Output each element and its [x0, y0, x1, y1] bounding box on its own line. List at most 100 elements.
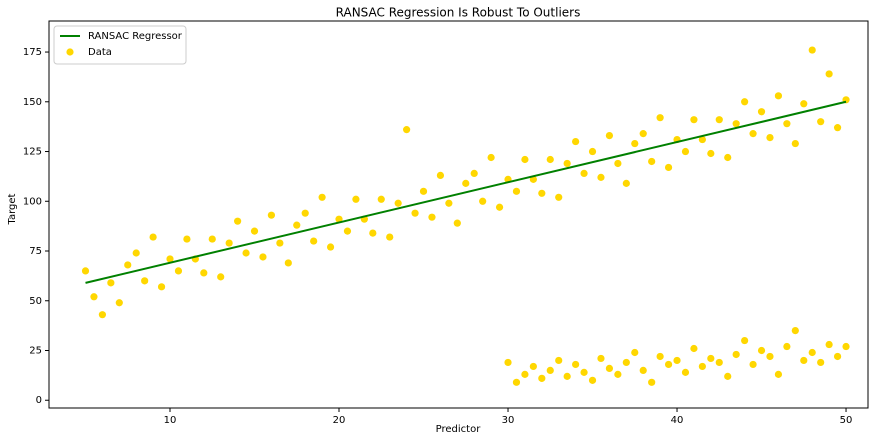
data-point — [774, 92, 783, 100]
data-point — [495, 203, 504, 211]
data-point — [487, 153, 495, 162]
data-point — [318, 193, 326, 201]
data-point — [149, 233, 157, 241]
data-point — [690, 116, 698, 124]
data-point — [800, 356, 808, 365]
data-point — [707, 149, 715, 158]
data-point — [614, 370, 622, 378]
data-point — [833, 124, 842, 132]
data-point — [462, 179, 470, 187]
data-point — [115, 299, 123, 307]
data-point — [757, 108, 766, 116]
legend-swatch — [66, 48, 74, 56]
data-point — [141, 277, 149, 285]
y-tick-label: 25 — [29, 345, 42, 356]
data-point — [428, 213, 436, 221]
y-tick-label: 175 — [23, 47, 42, 58]
data-point — [605, 132, 614, 140]
x-tick-label: 30 — [502, 415, 515, 426]
data-point — [825, 340, 833, 349]
plot-frame — [48, 20, 869, 409]
data-point — [648, 157, 656, 166]
data-point — [588, 147, 597, 156]
data-point — [732, 120, 740, 128]
x-axis-label: Predictor — [436, 424, 482, 435]
data-point — [597, 173, 605, 181]
data-point — [766, 133, 774, 142]
y-tick-label: 100 — [23, 196, 42, 207]
data-point — [352, 195, 360, 203]
y-tick-label: 50 — [29, 296, 42, 307]
data-point — [724, 372, 732, 380]
data-point — [453, 219, 461, 227]
data-point — [284, 259, 292, 267]
data-point — [445, 199, 453, 207]
data-point — [817, 358, 825, 367]
data-point — [783, 342, 791, 351]
data-point — [166, 255, 174, 263]
data-point — [411, 209, 419, 217]
data-point — [605, 364, 614, 373]
data-point — [664, 360, 673, 369]
data-point — [741, 98, 749, 106]
y-tick-label: 75 — [29, 246, 42, 257]
data-point — [538, 189, 546, 197]
data-point — [724, 153, 732, 162]
data-point — [614, 159, 622, 168]
data-point — [555, 356, 563, 365]
data-point — [546, 366, 554, 374]
data-point — [521, 155, 529, 164]
x-tick-label: 50 — [840, 415, 853, 426]
data-point — [707, 354, 715, 363]
x-tick-label: 20 — [333, 415, 346, 426]
data-point — [301, 209, 309, 217]
data-point — [698, 135, 706, 144]
data-point — [386, 233, 394, 241]
data-point — [521, 370, 529, 378]
data-point — [563, 372, 571, 380]
data-point — [749, 360, 757, 369]
data-point — [580, 169, 588, 178]
data-point — [774, 370, 783, 378]
data-point — [833, 352, 842, 361]
data-point — [639, 366, 647, 374]
data-point — [681, 147, 690, 156]
data-point — [555, 193, 563, 201]
data-point — [800, 100, 808, 108]
data-point — [656, 352, 664, 361]
data-point — [538, 374, 546, 382]
data-point — [250, 227, 259, 235]
data-point — [681, 368, 690, 376]
data-point — [732, 350, 740, 359]
data-point — [310, 237, 318, 245]
data-point — [208, 235, 216, 243]
legend-label: RANSAC Regressor — [88, 31, 183, 42]
data-point — [766, 352, 774, 361]
data-point — [817, 118, 825, 126]
data-point — [842, 342, 850, 351]
data-point — [81, 267, 90, 275]
data-point — [563, 159, 571, 168]
data-point — [479, 197, 487, 205]
data-point — [631, 348, 639, 357]
data-point — [741, 336, 749, 345]
data-point — [470, 169, 478, 178]
data-point — [791, 327, 799, 335]
data-point — [588, 376, 597, 384]
data-point — [512, 378, 521, 386]
data-point — [174, 267, 183, 275]
data-point — [808, 46, 816, 54]
legend-label: Data — [88, 47, 112, 58]
data-point — [377, 195, 385, 203]
data-point — [639, 130, 647, 138]
data-point — [124, 261, 132, 269]
data-point — [622, 358, 630, 367]
data-point — [107, 279, 115, 287]
data-point — [783, 120, 791, 128]
data-point — [217, 273, 225, 281]
data-point — [715, 116, 723, 124]
data-point — [791, 139, 799, 148]
data-point — [225, 239, 233, 247]
